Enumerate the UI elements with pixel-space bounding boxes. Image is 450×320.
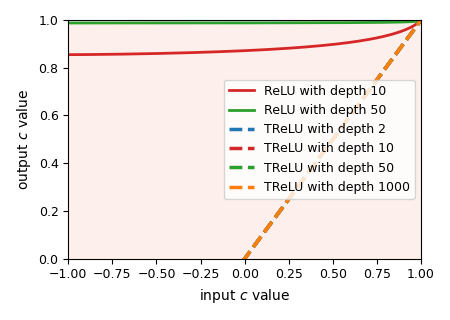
ReLU with depth 50 [66, 21, 71, 25]
TReLU with depth 2 [308, 168, 313, 172]
ReLU with depth 50 [208, 21, 214, 25]
ReLU with depth 10 [308, 45, 313, 49]
TReLU with depth 1000 [221, 285, 226, 289]
TReLU with depth 10 [347, 115, 352, 118]
TReLU with depth 50 [418, 18, 424, 22]
Legend: ReLU with depth 10, ReLU with depth 50, TReLU with depth 2, TReLU with depth 10,: ReLU with depth 10, ReLU with depth 50, … [224, 80, 415, 199]
ReLU with depth 10 [221, 50, 226, 53]
ReLU with depth 50 [221, 21, 226, 25]
Line: TReLU with depth 10: TReLU with depth 10 [68, 20, 421, 320]
TReLU with depth 50 [221, 285, 226, 289]
TReLU with depth 2 [347, 115, 352, 118]
Y-axis label: output $c$ value: output $c$ value [15, 89, 33, 190]
ReLU with depth 10 [66, 53, 71, 57]
Line: TReLU with depth 50: TReLU with depth 50 [68, 20, 421, 320]
TReLU with depth 10 [208, 302, 214, 306]
ReLU with depth 10 [418, 18, 424, 22]
ReLU with depth 50 [341, 21, 346, 25]
TReLU with depth 1000 [308, 168, 313, 172]
TReLU with depth 10 [308, 168, 313, 172]
Line: TReLU with depth 1000: TReLU with depth 1000 [68, 20, 421, 320]
ReLU with depth 50 [418, 18, 424, 22]
TReLU with depth 2 [341, 123, 346, 127]
ReLU with depth 10 [208, 50, 214, 54]
TReLU with depth 50 [308, 168, 313, 172]
TReLU with depth 2 [418, 18, 424, 22]
TReLU with depth 50 [208, 302, 214, 306]
X-axis label: input $c$ value: input $c$ value [199, 287, 290, 305]
TReLU with depth 10 [341, 123, 346, 127]
TReLU with depth 50 [341, 123, 346, 127]
Line: TReLU with depth 2: TReLU with depth 2 [68, 20, 421, 320]
Line: ReLU with depth 50: ReLU with depth 50 [68, 20, 421, 23]
ReLU with depth 10 [341, 41, 346, 45]
ReLU with depth 50 [102, 21, 107, 25]
TReLU with depth 1000 [341, 123, 346, 127]
TReLU with depth 10 [221, 285, 226, 289]
TReLU with depth 1000 [347, 115, 352, 118]
ReLU with depth 50 [347, 21, 352, 25]
TReLU with depth 1000 [418, 18, 424, 22]
ReLU with depth 50 [308, 21, 313, 25]
TReLU with depth 2 [221, 285, 226, 289]
TReLU with depth 1000 [208, 302, 214, 306]
ReLU with depth 10 [102, 52, 107, 56]
TReLU with depth 2 [208, 302, 214, 306]
TReLU with depth 50 [347, 115, 352, 118]
ReLU with depth 10 [347, 40, 352, 44]
Line: ReLU with depth 10: ReLU with depth 10 [68, 20, 421, 55]
TReLU with depth 10 [418, 18, 424, 22]
